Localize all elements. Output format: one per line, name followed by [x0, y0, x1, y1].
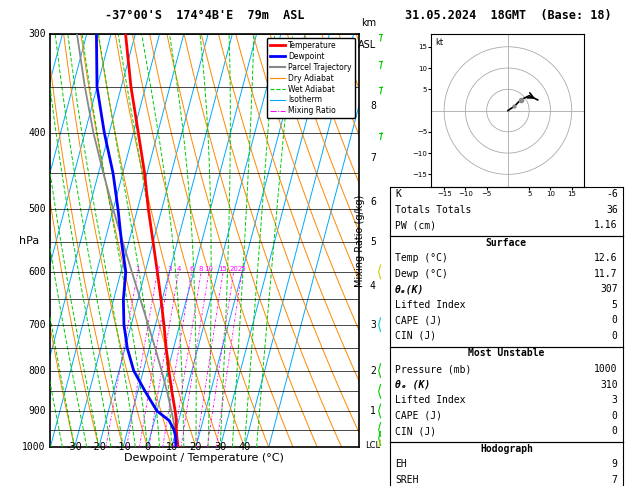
Text: 5: 5: [612, 300, 618, 310]
Text: 2: 2: [155, 266, 160, 272]
Text: 20: 20: [229, 266, 238, 272]
Text: 6: 6: [370, 197, 376, 208]
Text: 1: 1: [370, 406, 376, 416]
Text: 3: 3: [167, 266, 172, 272]
Text: 0: 0: [612, 426, 618, 436]
Text: 700: 700: [28, 320, 46, 330]
Text: 9: 9: [612, 459, 618, 469]
Text: CAPE (J): CAPE (J): [395, 315, 442, 326]
Text: Lifted Index: Lifted Index: [395, 300, 465, 310]
Text: 7: 7: [612, 475, 618, 485]
Text: 25: 25: [238, 266, 247, 272]
Text: ASL: ASL: [357, 40, 376, 50]
Text: -20: -20: [91, 442, 107, 452]
Text: 310: 310: [600, 380, 618, 390]
Text: 0: 0: [612, 331, 618, 341]
Text: 800: 800: [28, 365, 46, 376]
Text: 40: 40: [238, 442, 250, 452]
Text: K: K: [395, 189, 401, 199]
Text: 0: 0: [612, 315, 618, 326]
Text: hPa: hPa: [19, 236, 39, 245]
Text: 1.16: 1.16: [594, 220, 618, 230]
Text: -10: -10: [115, 442, 131, 452]
Text: 4: 4: [176, 266, 181, 272]
Text: Totals Totals: Totals Totals: [395, 205, 471, 215]
Text: 900: 900: [28, 406, 46, 416]
Text: 3: 3: [370, 320, 376, 330]
Text: Hodograph: Hodograph: [480, 444, 533, 454]
Text: 600: 600: [28, 267, 46, 277]
Text: Pressure (mb): Pressure (mb): [395, 364, 471, 374]
Text: SREH: SREH: [395, 475, 418, 485]
Text: 7: 7: [370, 153, 376, 162]
Text: km: km: [360, 18, 376, 28]
Text: -37°00'S  174°4B'E  79m  ASL: -37°00'S 174°4B'E 79m ASL: [104, 9, 304, 22]
X-axis label: Dewpoint / Temperature (°C): Dewpoint / Temperature (°C): [125, 452, 284, 463]
Text: Temp (°C): Temp (°C): [395, 253, 448, 263]
Text: 500: 500: [28, 204, 46, 214]
Text: Dewp (°C): Dewp (°C): [395, 269, 448, 279]
Text: 300: 300: [28, 29, 46, 39]
Text: 12.6: 12.6: [594, 253, 618, 263]
Text: 5: 5: [370, 237, 376, 247]
Text: 1000: 1000: [594, 364, 618, 374]
Text: Surface: Surface: [486, 238, 527, 248]
Legend: Temperature, Dewpoint, Parcel Trajectory, Dry Adiabat, Wet Adiabat, Isotherm, Mi: Temperature, Dewpoint, Parcel Trajectory…: [267, 38, 355, 119]
Text: 3: 3: [612, 395, 618, 405]
Text: θₑ (K): θₑ (K): [395, 380, 430, 390]
Text: -30: -30: [67, 442, 82, 452]
Text: CIN (J): CIN (J): [395, 426, 436, 436]
Text: 10: 10: [165, 442, 178, 452]
Text: 8: 8: [199, 266, 203, 272]
Text: 1000: 1000: [22, 442, 46, 452]
Text: CAPE (J): CAPE (J): [395, 411, 442, 421]
Text: 30: 30: [214, 442, 226, 452]
Text: 400: 400: [28, 128, 46, 138]
Text: -6: -6: [606, 189, 618, 199]
Text: 2: 2: [370, 365, 376, 376]
Text: 20: 20: [190, 442, 202, 452]
Text: 31.05.2024  18GMT  (Base: 18): 31.05.2024 18GMT (Base: 18): [404, 9, 611, 22]
Text: 8: 8: [370, 101, 376, 111]
Text: 0: 0: [612, 411, 618, 421]
Text: Most Unstable: Most Unstable: [468, 348, 545, 359]
Text: 0: 0: [144, 442, 150, 452]
Text: 36: 36: [606, 205, 618, 215]
Text: Lifted Index: Lifted Index: [395, 395, 465, 405]
Text: EH: EH: [395, 459, 407, 469]
Text: 10: 10: [204, 266, 213, 272]
Text: 307: 307: [600, 284, 618, 295]
Text: 1: 1: [135, 266, 140, 272]
Text: PW (cm): PW (cm): [395, 220, 436, 230]
Text: Mixing Ratio (g/kg): Mixing Ratio (g/kg): [355, 194, 365, 287]
Text: CIN (J): CIN (J): [395, 331, 436, 341]
Text: 11.7: 11.7: [594, 269, 618, 279]
Text: LCL: LCL: [365, 441, 380, 450]
Text: 6: 6: [189, 266, 194, 272]
Text: θₑ(K): θₑ(K): [395, 284, 425, 295]
Text: kt: kt: [436, 38, 443, 47]
Text: 4: 4: [370, 281, 376, 291]
Text: 15: 15: [219, 266, 228, 272]
